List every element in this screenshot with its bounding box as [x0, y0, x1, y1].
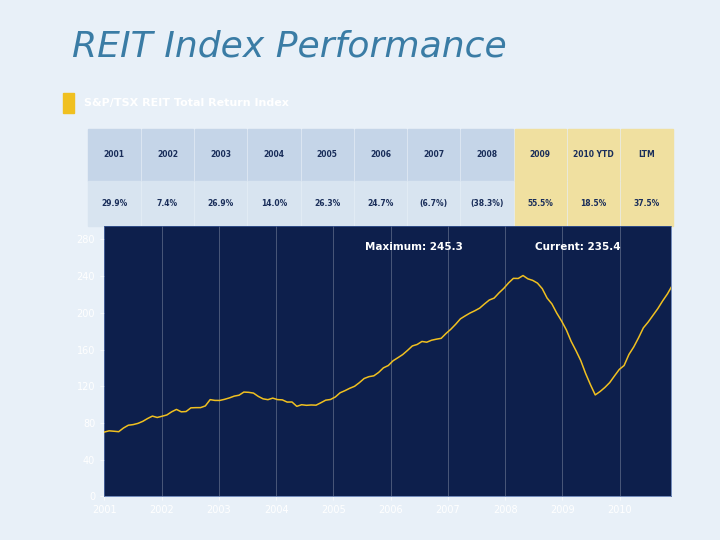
Bar: [195, 129, 246, 181]
Bar: [89, 181, 140, 226]
Bar: [89, 129, 140, 181]
Bar: [248, 181, 300, 226]
Bar: [63, 93, 74, 113]
Bar: [355, 129, 406, 181]
Text: 7.4%: 7.4%: [157, 199, 178, 208]
Bar: [515, 129, 566, 181]
Text: 55.5%: 55.5%: [528, 199, 553, 208]
Bar: [248, 129, 300, 181]
Text: 26.9%: 26.9%: [207, 199, 234, 208]
Text: S&P/TSX REIT Total Return Index: S&P/TSX REIT Total Return Index: [84, 98, 289, 108]
Text: 2001: 2001: [104, 150, 125, 159]
Bar: [621, 181, 672, 226]
Bar: [302, 129, 353, 181]
Text: 2006: 2006: [370, 150, 391, 159]
Bar: [408, 129, 459, 181]
Bar: [621, 129, 672, 181]
Text: 2007: 2007: [423, 150, 444, 159]
Text: 2002: 2002: [157, 150, 178, 159]
Text: 2005: 2005: [317, 150, 338, 159]
Bar: [462, 181, 513, 226]
Text: 26.3%: 26.3%: [314, 199, 341, 208]
Text: 24.7%: 24.7%: [367, 199, 394, 208]
Text: 2003: 2003: [210, 150, 231, 159]
Bar: [142, 129, 193, 181]
Text: Maximum: 245.3: Maximum: 245.3: [365, 242, 463, 252]
Text: 2008: 2008: [477, 150, 498, 159]
Text: LTM: LTM: [639, 150, 655, 159]
Bar: [302, 181, 353, 226]
Text: 2009: 2009: [530, 150, 551, 159]
Bar: [195, 181, 246, 226]
Text: 2010 YTD: 2010 YTD: [573, 150, 614, 159]
Text: (6.7%): (6.7%): [420, 199, 448, 208]
Bar: [462, 129, 513, 181]
Text: 18.5%: 18.5%: [580, 199, 607, 208]
Text: 37.5%: 37.5%: [634, 199, 660, 208]
Bar: [568, 129, 619, 181]
Text: 29.9%: 29.9%: [101, 199, 127, 208]
Text: REIT Index Performance: REIT Index Performance: [72, 29, 507, 63]
Bar: [142, 181, 193, 226]
Text: Current: 235.4: Current: 235.4: [535, 242, 621, 252]
Bar: [568, 181, 619, 226]
Text: (38.3%): (38.3%): [470, 199, 504, 208]
Bar: [408, 181, 459, 226]
Bar: [515, 181, 566, 226]
Text: 14.0%: 14.0%: [261, 199, 287, 208]
Text: 2004: 2004: [264, 150, 284, 159]
Bar: [355, 181, 406, 226]
